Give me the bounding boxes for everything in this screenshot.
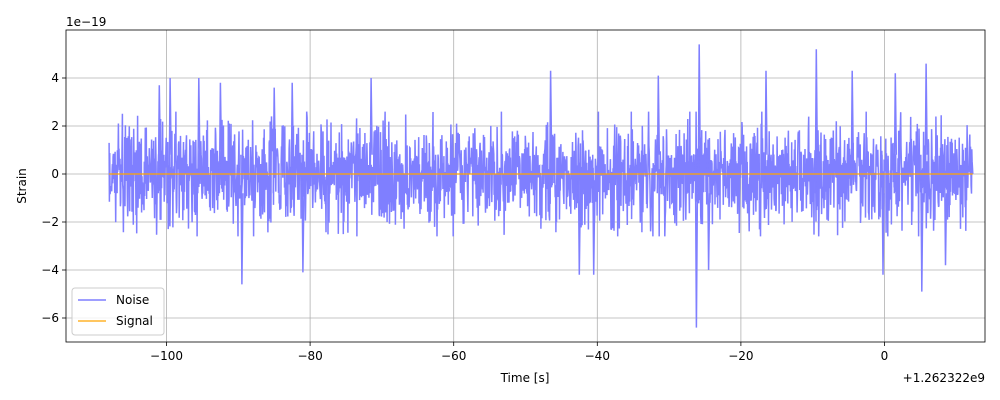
noise-peak [218,82,223,194]
plot-frame [65,29,986,343]
x-tick-label: −60 [441,349,466,363]
noise-peak [697,44,701,194]
x-axis-label: Time [s] [500,371,550,385]
noise-peak [548,70,553,194]
y-scale-label: 1e−19 [66,15,106,29]
noise-peak [656,75,661,194]
noise-peak [764,70,768,194]
y-axis-label: Strain [15,168,29,204]
noise-peak [290,82,294,194]
noise-peak [893,73,898,194]
x-offset-label: +1.262322e9 [903,371,985,385]
noise-peak [694,154,699,328]
noise-peak [943,154,948,266]
noise-line [108,111,974,237]
noise-peak [577,154,582,275]
y-tick-label: −4 [41,263,59,277]
x-tick-label: 0 [881,349,889,363]
noise-peak [920,154,924,292]
noise-peak [157,85,162,194]
noise-peak [369,77,373,194]
noise-peak [881,154,885,275]
y-tick-label: −6 [41,311,59,325]
noise-series [108,44,974,328]
y-axis-ticks: −6 −4 −2 0 2 4 [41,71,66,325]
noise-peak [168,77,172,194]
noise-peak [591,154,596,275]
y-tick-label: 4 [51,71,59,85]
x-tick-label: −40 [585,349,610,363]
noise-peak [924,63,928,194]
legend: Noise Signal [71,287,165,336]
noise-peak [301,154,305,273]
noise-peak [240,154,244,285]
x-tick-label: −20 [728,349,753,363]
x-tick-label: −80 [297,349,322,363]
noise-peak [814,49,819,194]
noise-peak [197,77,201,194]
noise-peak [272,87,276,194]
y-tick-label: 2 [51,119,59,133]
legend-signal-label: Signal [116,314,153,328]
noise-peak [706,154,711,271]
legend-noise-label: Noise [116,293,149,307]
x-axis-ticks: −100 −80 −60 −40 −20 0 [150,342,888,363]
noise-peak [850,70,854,194]
y-tick-label: −2 [41,215,59,229]
y-tick-label: 0 [51,167,59,181]
x-tick-label: −100 [150,349,183,363]
